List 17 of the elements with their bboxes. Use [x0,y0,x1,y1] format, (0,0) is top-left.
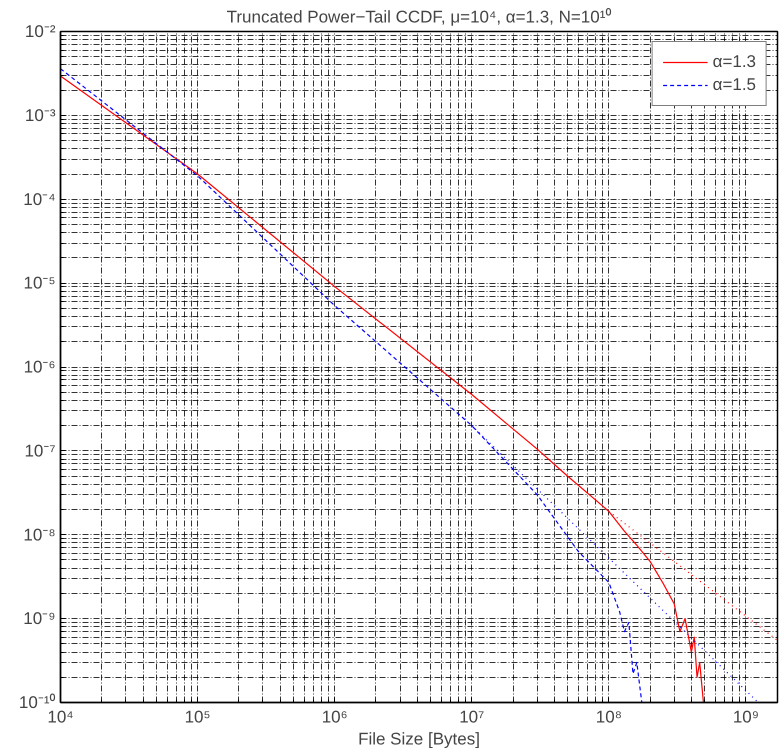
y-tick-label: 10⁻⁷ [24,441,56,460]
y-tick-label: 10⁻⁴ [23,190,56,209]
x-tick-label: 10⁶ [322,708,348,726]
legend-label: α=1.5 [712,75,756,95]
x-tick-label: 10⁸ [596,708,622,726]
x-axis-title: File Size [Bytes] [358,730,480,748]
x-tick-label: 10⁹ [732,708,760,726]
y-tick-label: 10⁻² [24,22,56,41]
y-tick-label: 10⁻⁵ [24,274,56,293]
y-tick-label: 10⁻³ [24,106,56,125]
x-tick-label: 10⁷ [459,708,484,726]
legend-label: α=1.3 [712,52,756,72]
y-tick-label: 10⁻⁹ [23,609,56,628]
chart-title: Truncated Power−Tail CCDF, μ=10⁴, α=1.3, N=10¹⁰ [226,8,612,26]
x-tick-label: 10⁵ [184,708,211,726]
y-tick-label: 10⁻⁶ [24,358,56,376]
y-tick-label: 10⁻⁸ [23,525,56,544]
